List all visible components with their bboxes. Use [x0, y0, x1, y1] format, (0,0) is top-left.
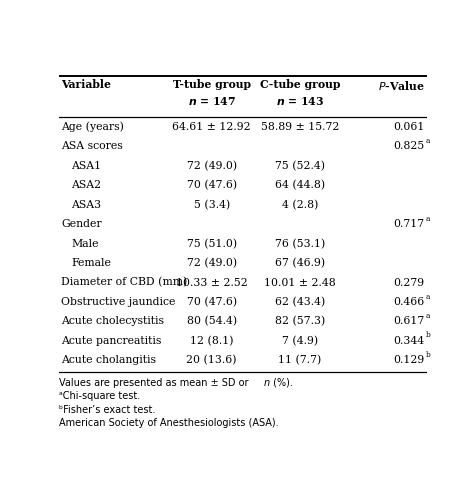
Text: 70 (47.6): 70 (47.6)	[187, 180, 237, 191]
Text: American Society of Anesthesiologists (ASA).: American Society of Anesthesiologists (A…	[59, 418, 279, 428]
Text: T-tube group: T-tube group	[173, 79, 251, 90]
Text: ASA scores: ASA scores	[61, 142, 123, 151]
Text: 80 (54.4): 80 (54.4)	[187, 317, 237, 327]
Text: ASA1: ASA1	[72, 161, 101, 171]
Text: a: a	[426, 215, 430, 223]
Text: 7 (4.9): 7 (4.9)	[282, 336, 318, 346]
Text: Male: Male	[72, 239, 99, 249]
Text: ᵃChi-square test.: ᵃChi-square test.	[59, 391, 140, 401]
Text: b: b	[426, 331, 430, 340]
Text: b: b	[426, 351, 430, 359]
Text: a: a	[426, 137, 430, 145]
Text: ᵇFisher’s exact test.: ᵇFisher’s exact test.	[59, 405, 155, 415]
Text: 0.344: 0.344	[393, 336, 425, 346]
Text: 64 (44.8): 64 (44.8)	[275, 180, 325, 191]
Text: Obstructive jaundice: Obstructive jaundice	[61, 297, 175, 307]
Text: Values are presented as mean ± SD or: Values are presented as mean ± SD or	[59, 378, 252, 388]
Text: C-tube group: C-tube group	[260, 79, 340, 90]
Text: 58.89 ± 15.72: 58.89 ± 15.72	[261, 122, 339, 132]
Text: Variable: Variable	[61, 79, 111, 90]
Text: 0.466: 0.466	[393, 297, 425, 307]
Text: 67 (46.9): 67 (46.9)	[275, 258, 325, 269]
Text: $n$: $n$	[263, 378, 271, 388]
Text: 11 (7.7): 11 (7.7)	[278, 355, 321, 366]
Text: a: a	[426, 312, 430, 320]
Text: 10.33 ± 2.52: 10.33 ± 2.52	[176, 277, 247, 288]
Text: Acute cholangitis: Acute cholangitis	[61, 355, 156, 366]
Text: 5 (3.4): 5 (3.4)	[193, 199, 230, 210]
Text: 0.717: 0.717	[393, 219, 425, 229]
Text: 75 (52.4): 75 (52.4)	[275, 161, 325, 171]
Text: 82 (57.3): 82 (57.3)	[275, 317, 325, 327]
Text: 0.129: 0.129	[393, 355, 425, 366]
Text: ASA3: ASA3	[72, 200, 101, 210]
Text: 72 (49.0): 72 (49.0)	[187, 258, 237, 269]
Text: Acute pancreatitis: Acute pancreatitis	[61, 336, 162, 346]
Text: 75 (51.0): 75 (51.0)	[187, 239, 237, 249]
Text: Acute cholecystitis: Acute cholecystitis	[61, 317, 164, 326]
Text: ASA2: ASA2	[72, 180, 101, 190]
Text: 64.61 ± 12.92: 64.61 ± 12.92	[173, 122, 251, 132]
Text: 0.825: 0.825	[393, 142, 425, 151]
Text: 4 (2.8): 4 (2.8)	[282, 199, 318, 210]
Text: a: a	[426, 293, 430, 300]
Text: 76 (53.1): 76 (53.1)	[275, 239, 325, 249]
Text: 72 (49.0): 72 (49.0)	[187, 161, 237, 171]
Text: $\bfit{n}$ = 143: $\bfit{n}$ = 143	[276, 96, 324, 107]
Text: 0.617: 0.617	[393, 317, 425, 326]
Text: Female: Female	[72, 258, 111, 268]
Text: 20 (13.6): 20 (13.6)	[186, 355, 237, 366]
Text: $\mathit{P}$-Value: $\mathit{P}$-Value	[378, 79, 425, 92]
Text: Age (years): Age (years)	[61, 122, 124, 132]
Text: 0.061: 0.061	[393, 122, 425, 132]
Text: 10.01 ± 2.48: 10.01 ± 2.48	[264, 277, 336, 288]
Text: 62 (43.4): 62 (43.4)	[275, 297, 325, 307]
Text: 70 (47.6): 70 (47.6)	[187, 297, 237, 307]
Text: $\bfit{n}$ = 147: $\bfit{n}$ = 147	[188, 96, 236, 107]
Text: Gender: Gender	[61, 219, 102, 229]
Text: Diameter of CBD (mm): Diameter of CBD (mm)	[61, 277, 187, 288]
Text: 12 (8.1): 12 (8.1)	[190, 336, 234, 346]
Text: (%).: (%).	[271, 378, 293, 388]
Text: 0.279: 0.279	[393, 277, 425, 288]
